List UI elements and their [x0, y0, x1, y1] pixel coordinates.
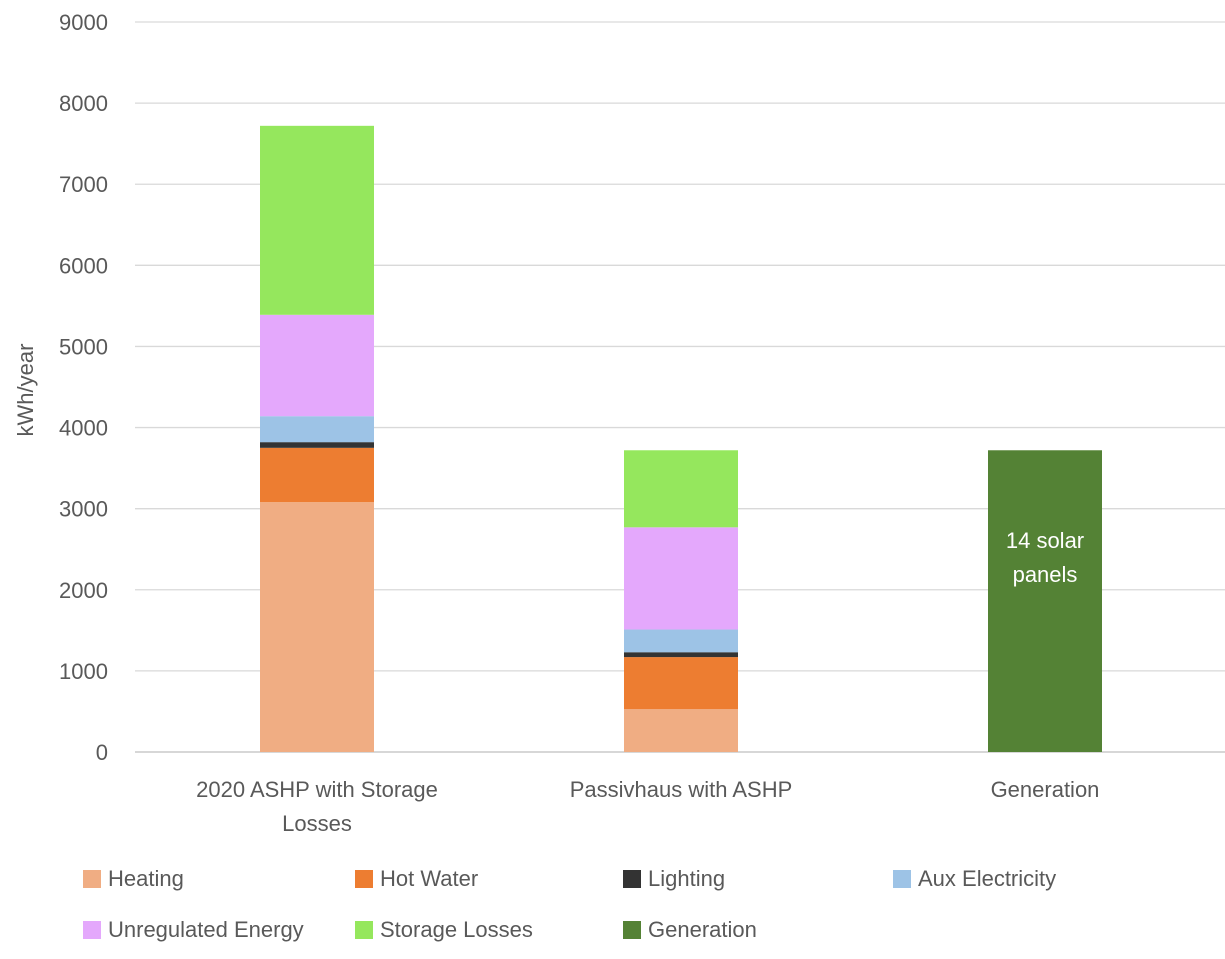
legend-label: Storage Losses — [380, 917, 533, 942]
legend-label: Hot Water — [380, 866, 478, 891]
x-category-label: Losses — [282, 811, 352, 836]
bar-segment-lighting — [624, 652, 738, 658]
legend-item-unregulated-energy: Unregulated Energy — [83, 917, 304, 942]
bar-segment-unregulated-energy — [260, 314, 374, 417]
x-category-label: 2020 ASHP with Storage — [196, 777, 438, 802]
y-tick-label: 8000 — [59, 91, 108, 116]
legend-label: Lighting — [648, 866, 725, 891]
bar-segment-aux-electricity — [624, 629, 738, 653]
bar-segment-lighting — [260, 442, 374, 448]
bar-segment-storage-losses — [624, 450, 738, 528]
legend-item-storage-losses: Storage Losses — [355, 917, 533, 942]
x-category-label: Passivhaus with ASHP — [570, 777, 793, 802]
legend-label: Aux Electricity — [918, 866, 1056, 891]
y-tick-label: 5000 — [59, 334, 108, 359]
legend-item-generation: Generation — [623, 917, 757, 942]
y-axis-ticks: 0 1000 2000 3000 4000 5000 6000 7000 8000 9000 — [59, 10, 108, 765]
x-category-label: Generation — [991, 777, 1100, 802]
y-tick-label: 9000 — [59, 10, 108, 35]
legend-swatch — [623, 870, 641, 888]
legend-item-heating: Heating — [83, 866, 184, 891]
y-axis-label: kWh/year — [13, 344, 38, 437]
legend: Heating Hot Water Lighting Aux Electricity U… — [83, 866, 1056, 942]
legend-swatch — [83, 921, 101, 939]
bar-annotation: 14 solar — [1006, 528, 1084, 553]
bar-segment-hot-water — [260, 447, 374, 503]
bar-segment-unregulated-energy — [624, 527, 738, 630]
bars: 14 solar panels — [260, 125, 1102, 752]
x-axis-labels: 2020 ASHP with Storage Losses Passivhaus w… — [196, 777, 1099, 836]
legend-swatch — [83, 870, 101, 888]
legend-label: Heating — [108, 866, 184, 891]
y-tick-label: 6000 — [59, 253, 108, 278]
legend-item-aux-electricity: Aux Electricity — [893, 866, 1056, 891]
legend-item-hot-water: Hot Water — [355, 866, 478, 891]
legend-label: Unregulated Energy — [108, 917, 304, 942]
y-tick-label: 2000 — [59, 578, 108, 603]
bar-segment-heating — [260, 502, 374, 752]
bar-segment-storage-losses — [260, 125, 374, 315]
bar-segment-aux-electricity — [260, 416, 374, 443]
y-tick-label: 1000 — [59, 659, 108, 684]
y-tick-label: 7000 — [59, 172, 108, 197]
bar-segment-hot-water — [624, 657, 738, 710]
legend-item-lighting: Lighting — [623, 866, 725, 891]
legend-swatch — [355, 921, 373, 939]
bar-segment-generation — [988, 450, 1102, 752]
y-tick-label: 3000 — [59, 497, 108, 522]
legend-swatch — [623, 921, 641, 939]
bar-segment-heating — [624, 709, 738, 752]
legend-swatch — [893, 870, 911, 888]
bar-annotation: panels — [1013, 562, 1078, 587]
legend-swatch — [355, 870, 373, 888]
legend-label: Generation — [648, 917, 757, 942]
y-tick-label: 0 — [96, 740, 108, 765]
y-tick-label: 4000 — [59, 416, 108, 441]
